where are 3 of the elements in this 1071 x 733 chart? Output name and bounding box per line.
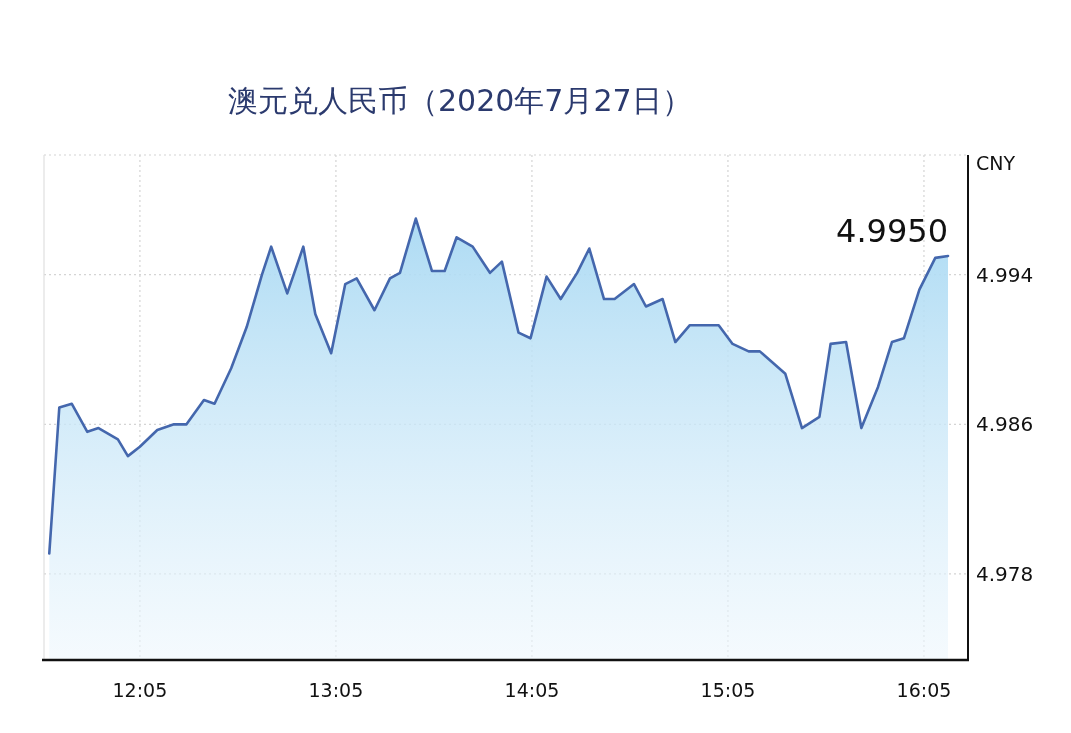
annotation: 4.9950 (836, 212, 948, 250)
ylabel: CNY (976, 152, 1016, 174)
title: 澳元兑人民币（2020年7月27日） (228, 83, 692, 118)
